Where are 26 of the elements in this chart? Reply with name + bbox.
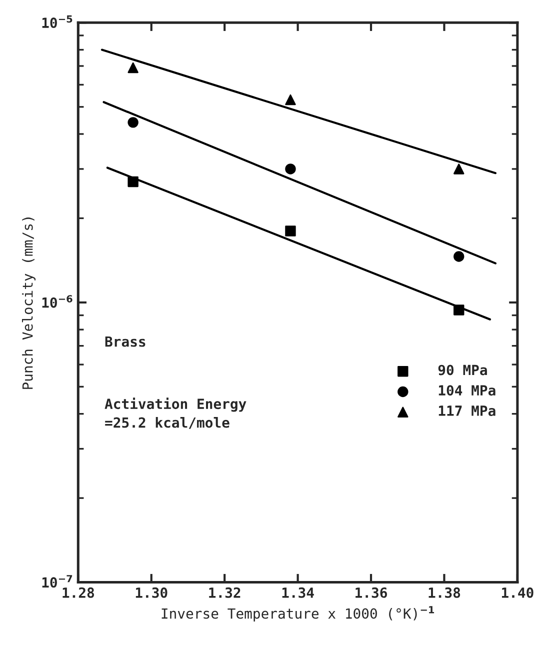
point bbox=[285, 94, 296, 106]
legend-label: 104 MPa bbox=[438, 385, 496, 396]
point bbox=[285, 164, 296, 174]
point bbox=[128, 62, 138, 74]
point bbox=[454, 251, 464, 262]
annotation: Activation Energy =25.2 kcal/mole bbox=[104, 398, 246, 429]
x-tick-label: 1.30 bbox=[136, 587, 168, 598]
y-tick-label: 10$^{−7}$ bbox=[42, 575, 72, 588]
x-axis-title: Inverse Temperature x 1000 (°K)$^{−1}$ bbox=[162, 606, 434, 622]
y-axis-title: Punch Velocity (mm/s) bbox=[22, 218, 36, 389]
y-tick-label: 10$^{−6}$ bbox=[42, 295, 72, 308]
annotation: Brass bbox=[105, 336, 146, 347]
point bbox=[128, 117, 138, 128]
x-tick-label: 1.34 bbox=[282, 587, 314, 598]
x-tick-label: 1.28 bbox=[62, 587, 94, 598]
point bbox=[454, 164, 464, 174]
legend-label: 90 MPa bbox=[438, 364, 487, 376]
point bbox=[128, 176, 138, 188]
x-tick-label: 1.36 bbox=[356, 587, 387, 598]
x-tick-label: 1.38 bbox=[428, 587, 460, 598]
x-tick-label: 1.40 bbox=[502, 587, 534, 598]
legend-label: 117 MPa bbox=[438, 406, 496, 416]
point bbox=[285, 226, 296, 236]
x-tick-label: 1.32 bbox=[209, 587, 240, 598]
point bbox=[454, 304, 464, 316]
y-tick-label: 10$^{−5}$ bbox=[42, 15, 72, 28]
